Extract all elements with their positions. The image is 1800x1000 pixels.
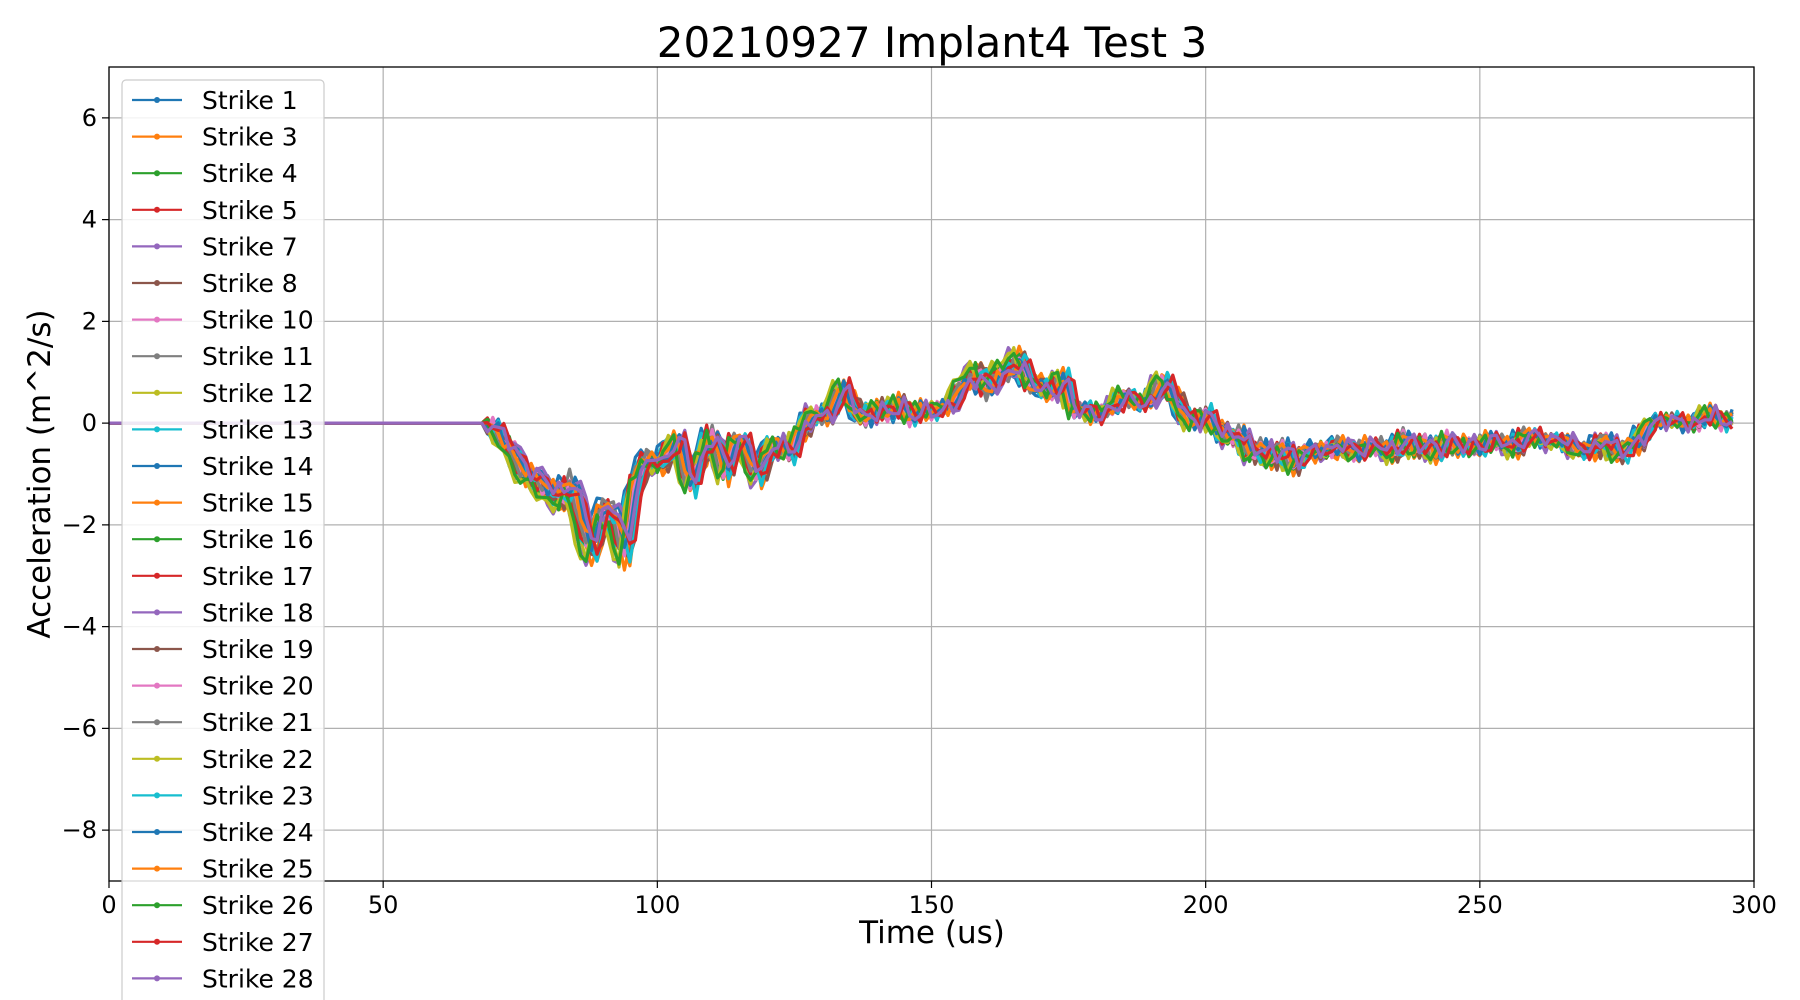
legend-marker xyxy=(154,902,160,909)
legend-marker xyxy=(154,792,160,799)
legend-entry: Strike 15 xyxy=(202,489,314,518)
legend-marker xyxy=(154,206,160,213)
legend-entry: Strike 22 xyxy=(202,745,314,774)
y-tick-label: −8 xyxy=(62,816,97,844)
series-line xyxy=(109,359,1734,550)
legend-box xyxy=(121,79,325,1000)
series-line xyxy=(109,346,1734,569)
legend-marker xyxy=(154,426,160,433)
legend: Strike 1 Strike 3 Strike 4 Strike 5 Strike 7… xyxy=(121,79,325,1000)
legend-marker xyxy=(154,133,160,140)
legend-entry: Strike 13 xyxy=(202,415,314,444)
series-line xyxy=(109,350,1734,568)
x-axis-label: Time (us) xyxy=(858,915,1005,951)
legend-marker xyxy=(154,829,160,835)
legend-entry: Strike 4 xyxy=(202,159,298,188)
y-tick-label: −2 xyxy=(62,511,97,539)
legend-entry: Strike 12 xyxy=(202,379,314,408)
legend-marker xyxy=(154,463,160,469)
series-line xyxy=(109,358,1734,550)
legend-marker xyxy=(154,280,160,286)
legend-marker xyxy=(154,353,160,360)
legend-entry: Strike 3 xyxy=(202,123,298,152)
legend-entry: Strike 17 xyxy=(202,562,314,591)
legend-entry: Strike 23 xyxy=(202,781,314,810)
series-line xyxy=(109,344,1734,572)
x-axis: 0 50 100 150 200 250 300 xyxy=(101,881,1777,919)
series-line xyxy=(109,350,1734,561)
legend-entry: Strike 18 xyxy=(202,598,314,627)
series-line xyxy=(109,358,1734,553)
x-tick-label: 250 xyxy=(1457,891,1503,919)
legend-entry: Strike 19 xyxy=(202,635,314,664)
x-tick-label: 200 xyxy=(1183,891,1229,919)
legend-marker xyxy=(154,609,160,616)
x-tick-label: 50 xyxy=(368,891,399,919)
x-tick-label: 0 xyxy=(101,891,116,919)
series-line xyxy=(109,356,1734,558)
legend-marker xyxy=(154,536,160,543)
x-tick-label: 150 xyxy=(909,891,955,919)
series-line xyxy=(109,360,1733,543)
legend-entry: Strike 26 xyxy=(202,891,314,920)
legend-entry: Strike 16 xyxy=(202,525,314,554)
legend-marker xyxy=(154,499,160,506)
legend-marker xyxy=(154,865,160,872)
series-line xyxy=(109,353,1733,554)
series-line xyxy=(109,353,1734,564)
series-line xyxy=(109,356,1734,550)
y-tick-label: 6 xyxy=(82,104,97,132)
legend-entry: Strike 8 xyxy=(202,269,298,298)
legend-entry: Strike 7 xyxy=(202,232,298,261)
legend-marker xyxy=(154,572,160,579)
legend-entry: Strike 20 xyxy=(202,672,314,701)
legend-entry: Strike 21 xyxy=(202,708,314,737)
legend-entry: Strike 10 xyxy=(202,306,314,335)
y-tick-label: 0 xyxy=(82,409,97,437)
chart-title: 20210927 Implant4 Test 3 xyxy=(657,18,1207,67)
y-tick-label: −4 xyxy=(62,613,97,641)
series-layer xyxy=(109,344,1734,572)
legend-entry: Strike 14 xyxy=(202,452,314,481)
legend-marker xyxy=(154,316,160,323)
y-axis-label: Acceleration (m^2/s) xyxy=(22,309,58,638)
series-line xyxy=(109,346,1733,567)
legend-entry: Strike 1 xyxy=(202,86,298,115)
legend-entry: Strike 28 xyxy=(202,964,314,993)
legend-entry: Strike 27 xyxy=(202,928,314,957)
legend-marker xyxy=(154,170,160,177)
legend-entry: Strike 25 xyxy=(202,855,314,884)
series-line xyxy=(109,363,1733,542)
x-tick-label: 300 xyxy=(1731,891,1777,919)
legend-marker xyxy=(154,243,160,250)
series-line xyxy=(109,356,1734,550)
series-line xyxy=(109,350,1733,562)
legend-marker xyxy=(154,938,160,945)
legend-marker xyxy=(154,719,160,726)
y-tick-label: 4 xyxy=(82,206,97,234)
series-line xyxy=(109,353,1734,558)
legend-marker xyxy=(154,975,160,982)
legend-entry: Strike 5 xyxy=(202,196,298,225)
legend-marker xyxy=(154,646,160,652)
series-line xyxy=(109,352,1734,566)
legend-entry: Strike 11 xyxy=(202,342,314,371)
legend-entry: Strike 24 xyxy=(202,818,314,847)
legend-marker xyxy=(154,682,160,689)
legend-marker xyxy=(154,97,160,103)
legend-marker xyxy=(154,755,160,762)
y-tick-label: −6 xyxy=(62,714,97,742)
x-tick-label: 100 xyxy=(634,891,680,919)
grid-lines xyxy=(108,67,1755,881)
y-tick-label: 2 xyxy=(82,307,97,335)
legend-marker xyxy=(154,389,160,396)
y-axis: −8 −6 −4 −2 0 2 4 6 xyxy=(62,104,109,844)
